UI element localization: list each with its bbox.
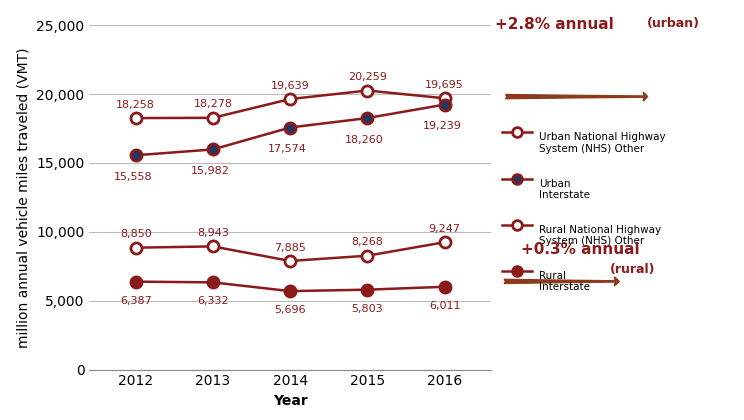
Text: Rural National Highway
System (NHS) Other: Rural National Highway System (NHS) Othe… <box>539 225 661 246</box>
Text: 8,850: 8,850 <box>120 229 152 239</box>
Text: (urban): (urban) <box>647 17 700 30</box>
Text: 9,247: 9,247 <box>429 224 461 234</box>
Text: +0.3% annual: +0.3% annual <box>521 241 639 257</box>
Text: 8,943: 8,943 <box>197 228 229 238</box>
Text: 19,239: 19,239 <box>423 121 461 131</box>
Text: Urban National Highway
System (NHS) Other: Urban National Highway System (NHS) Othe… <box>539 132 666 154</box>
Text: 15,558: 15,558 <box>114 172 153 182</box>
Text: 17,574: 17,574 <box>268 144 307 154</box>
Text: 20,259: 20,259 <box>348 72 387 82</box>
Text: 5,803: 5,803 <box>352 304 383 314</box>
Text: 7,885: 7,885 <box>275 243 306 253</box>
Text: 18,258: 18,258 <box>116 100 155 110</box>
Text: (rural): (rural) <box>610 262 655 276</box>
Text: +2.8% annual: +2.8% annual <box>495 17 614 32</box>
Y-axis label: million annual vehicle miles traveled (VMT): million annual vehicle miles traveled (V… <box>16 47 31 348</box>
Text: 15,982: 15,982 <box>190 166 230 176</box>
Text: 18,278: 18,278 <box>193 100 232 110</box>
Text: Urban
Interstate: Urban Interstate <box>539 178 591 200</box>
Text: 6,332: 6,332 <box>197 296 228 306</box>
Text: 18,260: 18,260 <box>345 135 384 145</box>
Text: 6,387: 6,387 <box>120 296 152 305</box>
Text: 5,696: 5,696 <box>275 305 306 315</box>
Text: 19,695: 19,695 <box>426 80 464 90</box>
Text: 19,639: 19,639 <box>271 81 310 91</box>
Text: 8,268: 8,268 <box>351 237 383 247</box>
Text: Rural
Interstate: Rural Interstate <box>539 271 591 292</box>
X-axis label: Year: Year <box>273 394 307 408</box>
Text: 6,011: 6,011 <box>429 301 461 311</box>
